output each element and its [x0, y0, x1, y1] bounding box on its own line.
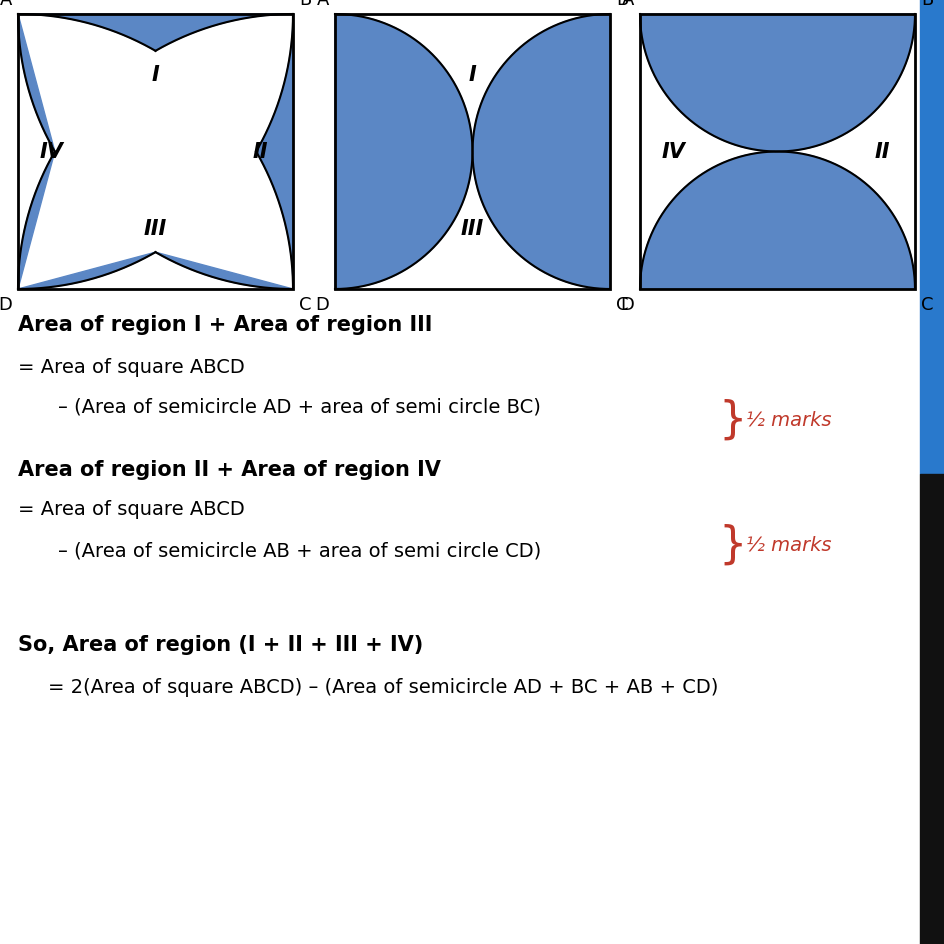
Text: I: I	[151, 65, 160, 85]
Text: D: D	[0, 295, 12, 313]
Text: IV: IV	[39, 143, 63, 162]
Text: B: B	[615, 0, 628, 9]
Text: B: B	[298, 0, 311, 9]
Text: A: A	[0, 0, 12, 9]
Bar	[919, 0, 944, 475]
Polygon shape	[18, 15, 55, 290]
Text: ½ marks: ½ marks	[745, 535, 831, 554]
Text: – (Area of semicircle AD + area of semi circle BC): – (Area of semicircle AD + area of semi …	[58, 397, 540, 416]
Text: III: III	[461, 219, 483, 239]
Text: C: C	[920, 295, 933, 313]
Text: C: C	[298, 295, 312, 313]
Text: A: A	[621, 0, 633, 9]
Bar	[334, 15, 610, 290]
Text: III: III	[143, 219, 167, 239]
Bar	[639, 15, 914, 290]
Text: IV: IV	[661, 143, 684, 162]
Text: }: }	[717, 523, 746, 565]
Polygon shape	[256, 15, 293, 290]
Text: – (Area of semicircle AB + area of semi circle CD): – (Area of semicircle AB + area of semi …	[58, 542, 541, 561]
Polygon shape	[639, 15, 914, 152]
Text: D: D	[314, 295, 329, 313]
Text: C: C	[615, 295, 628, 313]
Text: = Area of square ABCD: = Area of square ABCD	[18, 499, 244, 518]
Text: D: D	[619, 295, 633, 313]
Text: }: }	[717, 398, 746, 441]
Text: A: A	[316, 0, 329, 9]
Polygon shape	[18, 253, 293, 290]
Bar	[919, 475, 944, 944]
Text: Area of region I + Area of region III: Area of region I + Area of region III	[18, 314, 432, 334]
Text: ½ marks: ½ marks	[745, 410, 831, 429]
Bar	[18, 15, 293, 290]
Text: = Area of square ABCD: = Area of square ABCD	[18, 358, 244, 377]
Polygon shape	[18, 15, 293, 52]
Text: B: B	[920, 0, 933, 9]
Text: = 2(Area of square ABCD) – (Area of semicircle AD + BC + AB + CD): = 2(Area of square ABCD) – (Area of semi…	[48, 677, 717, 697]
Text: Area of region II + Area of region IV: Area of region II + Area of region IV	[18, 460, 441, 480]
Polygon shape	[334, 15, 472, 290]
Text: II: II	[252, 143, 267, 162]
Text: I: I	[468, 65, 476, 85]
Text: II: II	[873, 143, 889, 162]
Polygon shape	[639, 152, 914, 290]
Text: So, Area of region (I + II + III + IV): So, Area of region (I + II + III + IV)	[18, 634, 423, 654]
Polygon shape	[472, 15, 610, 290]
